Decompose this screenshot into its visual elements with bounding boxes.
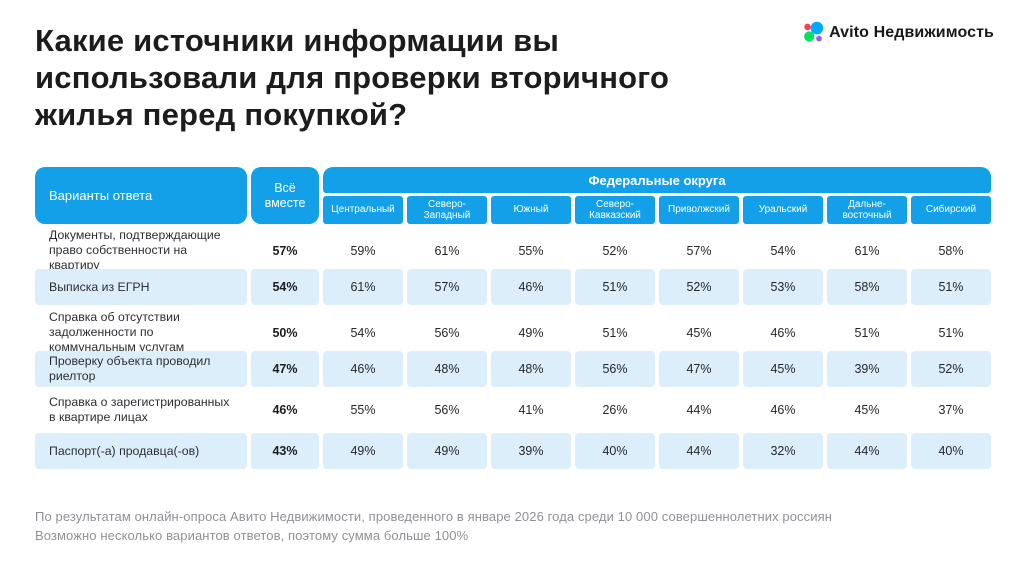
total-value-cell: 46% [272, 403, 298, 417]
value-cell: 53% [743, 269, 823, 305]
brand-logo-text: Avito Недвижимость [829, 23, 994, 41]
page-title: Какие источники информации вы использова… [35, 22, 993, 133]
total-value-cell: 57% [272, 243, 298, 258]
value-cell: 37% [938, 403, 964, 417]
value-cell: 51% [854, 325, 880, 340]
answer-option-label: Проверку объекта проводил риелтор [35, 351, 247, 387]
value-cell: 58% [827, 269, 907, 305]
district-column-header: Северо-Кавказский [575, 196, 655, 224]
value-cell: 44% [686, 403, 712, 417]
table-row: Документы, подтверждающие право собствен… [35, 228, 991, 272]
survey-table: Варианты ответа Всё вместе Федеральные о… [35, 167, 991, 469]
value-cell: 54% [350, 325, 376, 340]
total-value-cell: 54% [251, 269, 319, 305]
column-group-header: Федеральные округа [323, 167, 991, 193]
district-column-header: Уральский [743, 196, 823, 224]
table-row: Справка о зарегистрированных в квартире … [35, 392, 991, 428]
column-header-answers: Варианты ответа [35, 167, 247, 224]
value-cell: 49% [407, 433, 487, 469]
footnote-line: По результатам онлайн-опроса Авито Недви… [35, 509, 833, 524]
table-row: Справка об отсутствии задолженности по к… [35, 310, 991, 354]
total-value-cell: 50% [272, 325, 298, 340]
answer-option-label: Документы, подтверждающие право собствен… [49, 228, 221, 272]
value-cell: 48% [491, 351, 571, 387]
table-row: Паспорт(-а) продавца(-ов) 43% 49% 49% 39… [35, 433, 991, 469]
value-cell: 45% [743, 351, 823, 387]
value-cell: 40% [911, 433, 991, 469]
source-footnote: По результатам онлайн-опроса Авито Недви… [35, 508, 993, 546]
district-column-header: Дальне-восточный [827, 196, 907, 224]
brand-logo: Avito Недвижимость [801, 21, 994, 44]
value-cell: 61% [323, 269, 403, 305]
value-cell: 56% [434, 325, 460, 340]
value-cell: 52% [659, 269, 739, 305]
value-cell: 55% [350, 403, 376, 417]
avito-logo-icon [804, 21, 824, 42]
value-cell: 51% [575, 269, 655, 305]
column-header-total: Всё вместе [251, 167, 319, 224]
table-row: Проверку объекта проводил риелтор 47% 46… [35, 351, 991, 387]
answer-option-label: Паспорт(-а) продавца(-ов) [35, 433, 247, 469]
answer-option-label: Справка о зарегистрированных в квартире … [49, 395, 230, 424]
value-cell: 57% [407, 269, 487, 305]
table-header: Варианты ответа Всё вместе Федеральные о… [35, 167, 991, 224]
footnote-line: Возможно несколько вариантов ответов, по… [35, 527, 469, 543]
value-cell: 39% [491, 433, 571, 469]
title-line: использовали для проверки вторичного [35, 60, 670, 95]
value-cell: 52% [911, 351, 991, 387]
total-value-cell: 43% [251, 433, 319, 469]
value-cell: 56% [575, 351, 655, 387]
value-cell: 46% [491, 269, 571, 305]
value-cell: 41% [518, 403, 544, 417]
value-cell: 44% [659, 433, 739, 469]
value-cell: 51% [602, 325, 628, 340]
value-cell: 44% [827, 433, 907, 469]
value-cell: 61% [854, 243, 880, 258]
district-column-header: Приволжский [659, 196, 739, 224]
value-cell: 46% [770, 325, 796, 340]
title-line: жилья перед покупкой? [35, 97, 408, 132]
title-line: Какие источники информации вы [35, 23, 560, 58]
value-cell: 51% [911, 269, 991, 305]
answer-option-label: Справка об отсутствии задолженности по к… [49, 310, 185, 354]
value-cell: 61% [434, 243, 460, 258]
value-cell: 49% [518, 325, 544, 340]
value-cell: 40% [575, 433, 655, 469]
district-column-header: Южный [491, 196, 571, 224]
value-cell: 51% [938, 325, 964, 340]
value-cell: 49% [323, 433, 403, 469]
value-cell: 46% [323, 351, 403, 387]
value-cell: 58% [938, 243, 964, 258]
value-cell: 46% [770, 403, 796, 417]
district-column-header: Центральный [323, 196, 403, 224]
value-cell: 45% [854, 403, 880, 417]
value-cell: 59% [350, 243, 376, 258]
value-cell: 39% [827, 351, 907, 387]
value-cell: 47% [659, 351, 739, 387]
value-cell: 57% [686, 243, 712, 258]
value-cell: 26% [602, 403, 628, 417]
value-cell: 48% [407, 351, 487, 387]
answer-option-label: Выписка из ЕГРН [35, 269, 247, 305]
district-column-header: Северо-Западный [407, 196, 487, 224]
value-cell: 54% [770, 243, 796, 258]
total-value-cell: 47% [251, 351, 319, 387]
value-cell: 52% [602, 243, 628, 258]
table-row: Выписка из ЕГРН 54% 61% 57% 46% 51% 52% … [35, 269, 991, 305]
value-cell: 45% [686, 325, 712, 340]
value-cell: 32% [743, 433, 823, 469]
district-column-header: Сибирский [911, 196, 991, 224]
value-cell: 56% [434, 403, 460, 417]
value-cell: 55% [518, 243, 544, 258]
